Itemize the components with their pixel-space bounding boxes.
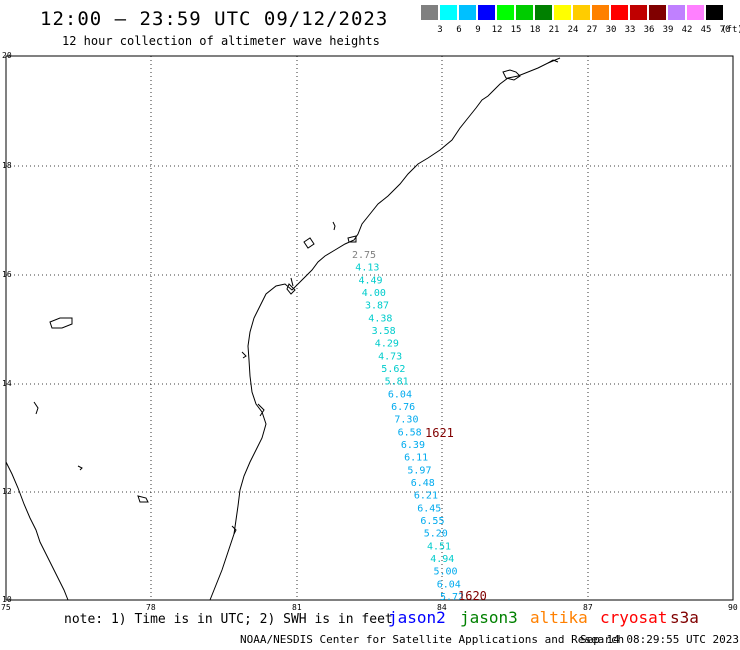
generated-timestamp: Sep 14 08:29:55 UTC 2023 <box>580 633 739 646</box>
altimeter-track: 2.75 4.134.49 4.00 3.874.38 3.58 4.294.73 5.62… <box>352 250 487 603</box>
scale-label: 36 <box>643 25 655 35</box>
longitude-label: 84 <box>437 603 447 612</box>
scale-swatch <box>573 5 590 20</box>
map-canvas: 2.75 4.134.49 4.00 3.874.38 3.58 4.294.73 5.62… <box>5 55 734 603</box>
scale-label: 12 <box>491 25 503 35</box>
wave-height-label: 5.97 <box>407 465 431 476</box>
wave-height-label: 4.38 <box>368 313 392 324</box>
wave-height-label: 4.94 <box>430 554 454 565</box>
scale-label: 9 <box>475 25 481 35</box>
legend-jason2: jason2 <box>388 608 446 627</box>
scale-swatch <box>649 5 666 20</box>
wave-height-label: 4.73 <box>378 351 402 362</box>
wave-height-label: 6.58 <box>398 427 422 438</box>
legend-s3a: s3a <box>670 608 699 627</box>
scale-label: 45 <box>700 25 712 35</box>
latitude-label: 18 <box>2 161 12 170</box>
scale-label: 6 <box>456 25 462 35</box>
wave-height-label: 6.39 <box>401 440 425 451</box>
wave-height-label: 4.00 <box>362 288 386 299</box>
wave-height-label: 6.48 <box>411 478 435 489</box>
scale-label: 33 <box>624 25 636 35</box>
scale-swatch <box>706 5 723 20</box>
wave-height-label: 5.62 <box>381 364 405 375</box>
wave-height-label: 4.49 <box>359 275 383 286</box>
credit-line: NOAA/NESDIS Center for Satellite Applica… <box>240 633 625 646</box>
wave-height-label: 6.04 <box>388 389 412 400</box>
wave-height-label: 2.75 <box>352 250 376 261</box>
chart-subtitle: 12 hour collection of altimeter wave hei… <box>62 34 380 48</box>
wave-height-label: 7.30 <box>394 415 418 426</box>
scale-label: 30 <box>605 25 617 35</box>
chart-title: 12:00 – 23:59 UTC 09/12/2023 <box>40 8 389 30</box>
scale-unit: (ft) <box>721 25 740 35</box>
scale-label: 42 <box>681 25 693 35</box>
pass-time-label: 1620 <box>458 589 487 603</box>
scale-swatch <box>516 5 533 20</box>
scale-swatch <box>535 5 552 20</box>
longitude-label: 90 <box>728 603 738 612</box>
pass-time-label: 1621 <box>425 426 454 440</box>
wave-height-label: 6.45 <box>417 503 441 514</box>
scale-swatch <box>687 5 704 20</box>
longitude-label: 75 <box>1 603 11 612</box>
scale-label: 3 <box>437 25 443 35</box>
scale-swatch <box>668 5 685 20</box>
scale-label: 27 <box>586 25 598 35</box>
wave-height-label: 5.00 <box>434 567 458 578</box>
scale-swatch <box>459 5 476 20</box>
scale-swatch <box>497 5 514 20</box>
latitude-label: 12 <box>2 487 12 496</box>
scale-label: 15 <box>510 25 522 35</box>
wave-height-label: 3.87 <box>365 301 389 312</box>
scale-swatch <box>440 5 457 20</box>
wave-height-label: 6.21 <box>414 491 438 502</box>
scale-swatch <box>592 5 609 20</box>
latitude-label: 16 <box>2 270 12 279</box>
wave-height-label: 3.58 <box>372 326 396 337</box>
scale-swatch <box>478 5 495 20</box>
scale-label: 39 <box>662 25 674 35</box>
legend-cryosat: cryosat <box>600 608 668 627</box>
grid-lines <box>6 56 733 600</box>
wave-height-label: 5.20 <box>424 529 448 540</box>
scale-label: 70 <box>719 25 731 35</box>
scale-label: 24 <box>567 25 579 35</box>
wave-height-label: 6.04 <box>437 579 461 590</box>
longitude-label: 81 <box>292 603 302 612</box>
wave-height-label: 4.29 <box>375 339 399 350</box>
latitude-label: 14 <box>2 379 12 388</box>
wave-height-label: 6.55 <box>420 516 444 527</box>
scale-swatch <box>554 5 571 20</box>
legend-jason3: jason3 <box>460 608 518 627</box>
wave-height-label: 4.51 <box>427 541 451 552</box>
latitude-label: 10 <box>2 595 12 604</box>
wave-height-label: 4.13 <box>355 263 379 274</box>
footer-note: note: 1) Time is in UTC; 2) SWH is in fe… <box>64 612 393 627</box>
scale-swatch <box>421 5 438 20</box>
wave-height-label: 5.72 <box>440 592 464 603</box>
longitude-label: 87 <box>583 603 593 612</box>
scale-swatch <box>630 5 647 20</box>
scale-label: 18 <box>529 25 541 35</box>
wave-height-label: 5.81 <box>385 377 409 388</box>
scale-swatch <box>611 5 628 20</box>
map-frame <box>5 55 734 601</box>
scale-label: 21 <box>548 25 560 35</box>
legend-altika: altika <box>530 608 588 627</box>
wave-height-label: 6.76 <box>391 402 415 413</box>
wave-height-label: 6.11 <box>404 453 428 464</box>
coastline <box>5 57 561 601</box>
latitude-label: 20 <box>2 51 12 60</box>
longitude-label: 78 <box>146 603 156 612</box>
